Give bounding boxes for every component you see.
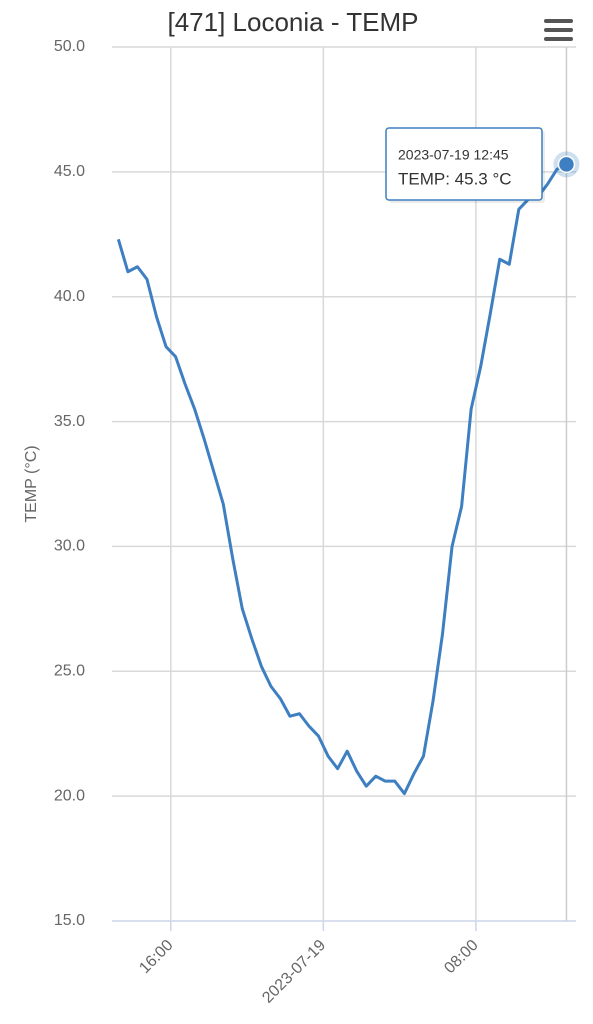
chart-title: [471] Loconia - TEMP [168, 7, 419, 37]
y-tick-label: 20.0 [54, 787, 85, 804]
x-tick-label: 16:00 [136, 937, 176, 977]
menu-bar [544, 37, 573, 41]
menu-bar [544, 19, 573, 23]
y-tick-label: 50.0 [54, 38, 85, 55]
tooltip-date: 2023-07-19 12:45 [398, 147, 509, 163]
x-tick-label: 08:00 [441, 937, 481, 977]
y-tick-label: 30.0 [54, 538, 85, 555]
y-tick-label: 25.0 [54, 663, 85, 680]
data-line [116, 163, 568, 796]
y-tick-label: 45.0 [54, 163, 85, 180]
menu-button[interactable] [544, 19, 573, 41]
x-tick-label: 2023-07-19 [259, 937, 329, 1007]
y-tick-label: 40.0 [54, 288, 85, 305]
hover-marker [557, 155, 576, 174]
y-axis-label: TEMP (°C) [23, 445, 40, 522]
y-tick-label: 15.0 [54, 912, 85, 929]
menu-bar [544, 28, 573, 32]
y-tick-label: 35.0 [54, 413, 85, 430]
tooltip: 2023-07-19 12:45 TEMP: 45.3 °C [385, 127, 545, 203]
tooltip-value: TEMP: 45.3 °C [398, 169, 512, 188]
tooltip-box [385, 127, 543, 201]
